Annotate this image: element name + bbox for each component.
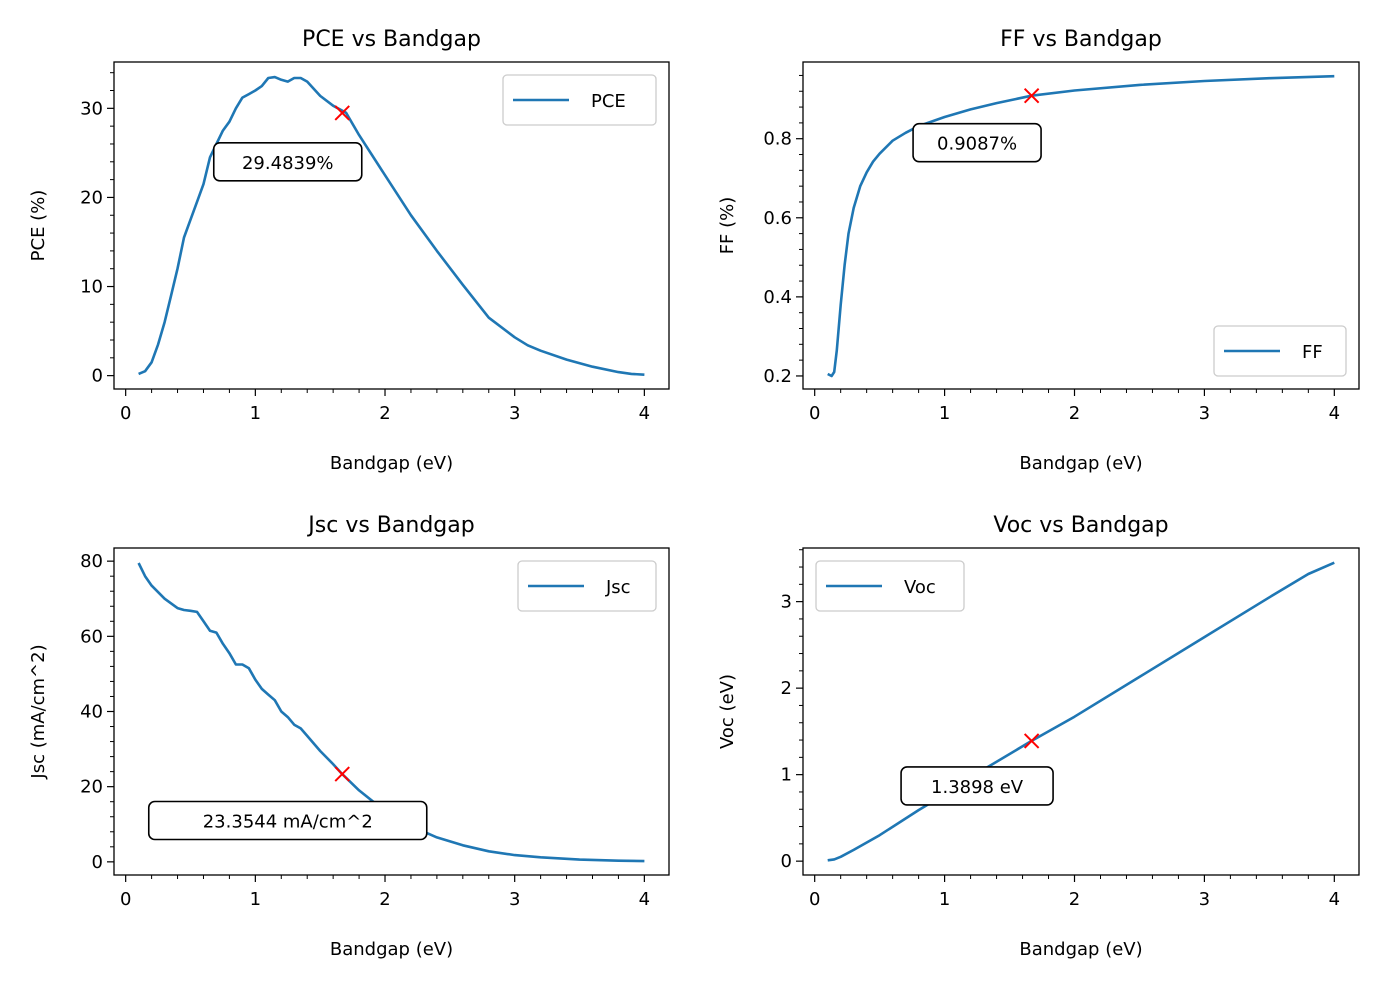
y-tick-label: 20 (80, 187, 103, 208)
selected-point-marker (334, 766, 350, 782)
selected-point-marker (1023, 88, 1040, 104)
legend-label: Voc (904, 577, 936, 598)
annotation-label: 1.3898 eV (931, 777, 1024, 798)
marker-stroke (1023, 88, 1040, 104)
x-tick-label: 1 (250, 403, 261, 424)
annotation-label: 0.9087% (937, 134, 1017, 155)
y-tick-label: 20 (80, 777, 103, 798)
legend-box (517, 560, 657, 612)
x-tick-label: 2 (379, 889, 390, 910)
y-tick-label: 1 (781, 765, 792, 786)
annotation-box (912, 122, 1042, 163)
y-tick-label: 0.4 (763, 287, 792, 308)
annotation-label: 23.3544 mA/cm^2 (203, 812, 373, 833)
y-axis-label: PCE (%) (28, 190, 49, 262)
x-axis-label: Bandgap (eV) (1019, 453, 1142, 474)
series-line (137, 562, 645, 863)
y-tick-label: 0 (781, 851, 792, 872)
legend-label: PCE (591, 91, 626, 112)
axes-frame (113, 61, 670, 390)
legend: FF (1213, 325, 1347, 377)
chart-title: Voc vs Bandgap (993, 513, 1168, 538)
x-axis-label: Bandgap (eV) (330, 453, 453, 474)
y-tick-label: 30 (80, 98, 103, 119)
x-axis-label: Bandgap (eV) (1019, 939, 1142, 960)
subplot-2: FF vs Bandgap 0 1 2 3 4 0.2 0.4 0.6 0.8 Bandgap (e… (717, 27, 1360, 474)
y-tick-label: 60 (80, 626, 103, 647)
selected-point-marker (334, 105, 350, 121)
y-axis-label: Voc (eV) (717, 674, 738, 749)
series-line (138, 75, 645, 376)
x-tick-label: 3 (509, 403, 520, 424)
y-tick-label: 40 (80, 702, 103, 723)
marker-stroke (1023, 733, 1040, 749)
y-tick-label: 10 (80, 277, 103, 298)
x-tick-label: 1 (250, 889, 261, 910)
legend-label: FF (1302, 342, 1323, 363)
x-axis-label: Bandgap (eV) (330, 939, 453, 960)
x-tick-label: 2 (1069, 889, 1080, 910)
x-tick-label: 0 (120, 889, 131, 910)
axes-frame (802, 61, 1360, 390)
selected-point-marker (1023, 733, 1040, 749)
y-axis-label: Jsc (mA/cm^2) (28, 644, 49, 779)
series-line (827, 74, 1335, 378)
x-tick-label: 0 (120, 403, 131, 424)
y-tick-label: 0.8 (763, 129, 792, 150)
x-tick-label: 4 (1329, 403, 1340, 424)
legend: Jsc (517, 560, 657, 612)
annotation-box (212, 141, 363, 182)
y-tick-label: 0 (92, 366, 103, 387)
y-tick-label: 0 (92, 852, 103, 873)
x-tick-label: 3 (1199, 889, 1210, 910)
x-tick-label: 2 (1069, 403, 1080, 424)
legend-label: Jsc (605, 577, 631, 598)
marker-stroke (334, 105, 350, 121)
subplot-1: PCE vs Bandgap 0 1 2 3 4 0 10 20 30 Bandgap (eV) PC… (28, 27, 670, 474)
legend: Voc (815, 560, 965, 612)
annotation-label: 29.4839% (242, 153, 334, 174)
legend-box (815, 560, 965, 612)
x-tick-label: 4 (639, 403, 650, 424)
x-tick-label: 4 (1329, 889, 1340, 910)
axes-frame (802, 547, 1360, 876)
x-tick-label: 0 (809, 403, 820, 424)
annotation-box (900, 766, 1054, 806)
y-tick-label: 80 (80, 551, 103, 572)
x-tick-label: 3 (509, 889, 520, 910)
y-axis-label: FF (%) (717, 197, 738, 255)
subplot-4: Voc vs Bandgap 0 1 2 3 4 0 1 2 3 Bandgap (eV) Voc (… (717, 513, 1360, 960)
chart-title: FF vs Bandgap (1000, 27, 1162, 52)
x-tick-label: 0 (809, 889, 820, 910)
marker-stroke (334, 766, 350, 782)
x-tick-label: 1 (939, 889, 950, 910)
x-tick-label: 3 (1199, 403, 1210, 424)
x-tick-label: 1 (939, 403, 950, 424)
chart-title: PCE vs Bandgap (302, 27, 481, 52)
y-tick-label: 0.2 (763, 366, 792, 387)
x-tick-label: 2 (379, 403, 390, 424)
legend-box (502, 74, 657, 126)
chart-title: Jsc vs Bandgap (306, 513, 474, 538)
y-tick-label: 2 (781, 678, 792, 699)
legend: PCE (502, 74, 657, 126)
x-tick-label: 4 (639, 889, 650, 910)
y-tick-label: 0.6 (763, 208, 792, 229)
annotation-box (147, 800, 428, 841)
y-tick-label: 3 (781, 592, 792, 613)
